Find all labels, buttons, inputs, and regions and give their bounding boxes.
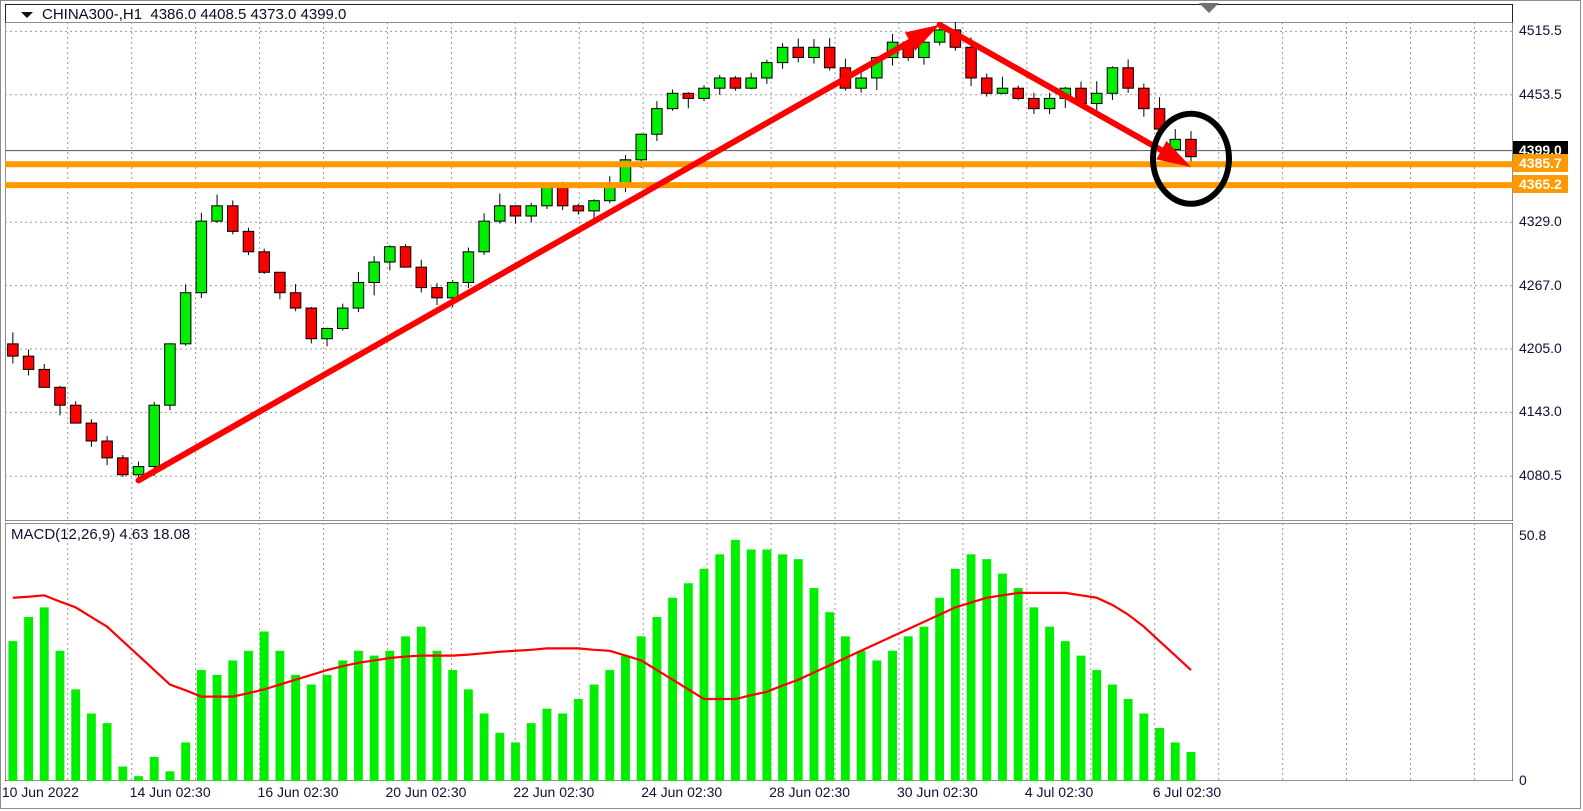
svg-text:MACD(12,26,9) 4.63 18.08: MACD(12,26,9) 4.63 18.08 [11, 526, 190, 543]
